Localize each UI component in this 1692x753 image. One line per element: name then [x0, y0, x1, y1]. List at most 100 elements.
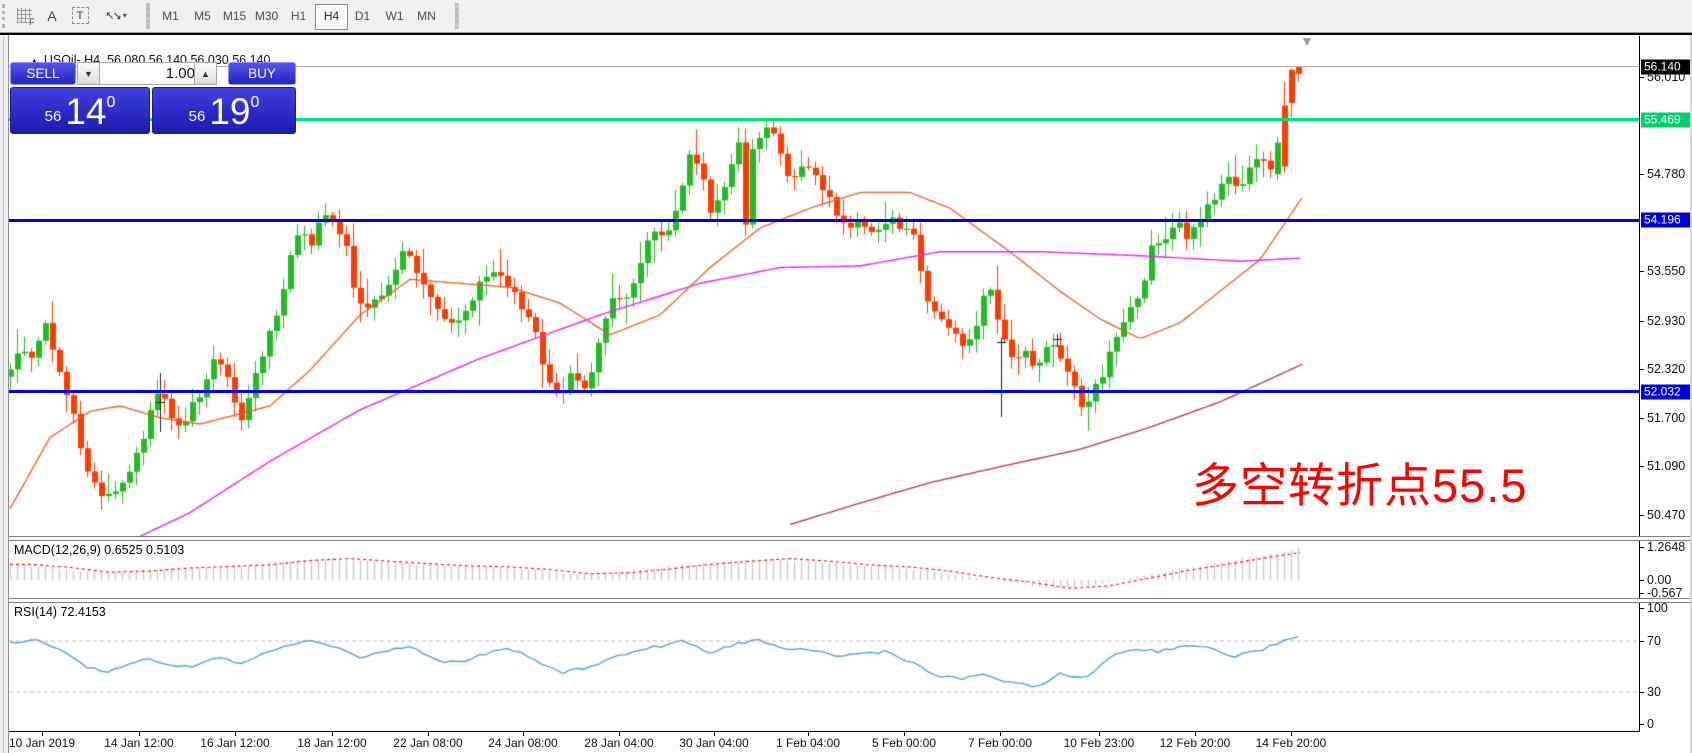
resistance-line-price-label: 55.469 [1641, 112, 1692, 128]
toolbar-separator-2 [455, 3, 459, 29]
text-t-icon: T [71, 7, 89, 24]
axis-tick-label: 70 [1647, 634, 1661, 648]
chevron-down-icon: ▾ [122, 11, 127, 20]
draw-tools-button[interactable]: ↖↘ ▾ [96, 3, 136, 28]
axis-tick-label: 51.700 [1647, 410, 1686, 425]
volume-increase-button[interactable]: ▲ [194, 62, 217, 85]
chart-window-top-border [0, 33, 1692, 35]
date-tick [42, 732, 43, 736]
axis-tick-label: 51.090 [1647, 458, 1686, 473]
date-tick [904, 732, 905, 736]
axis-tick [1639, 77, 1644, 78]
macd-panel-resize-handle[interactable] [9, 536, 1692, 541]
current-price-line [9, 66, 1639, 68]
date-label: 24 Jan 08:00 [488, 736, 558, 750]
text-label-button[interactable]: T [66, 3, 94, 28]
date-tick [1195, 732, 1196, 736]
font-a-icon: A [47, 7, 57, 24]
axis-tick [1639, 515, 1644, 516]
date-label: 10 Jan 2019 [8, 736, 76, 750]
buy-button[interactable]: BUY [228, 62, 296, 85]
tf-button-M30[interactable]: M30 [254, 9, 279, 23]
date-label: 16 Jan 12:00 [200, 736, 270, 750]
axis-tick-label: 30 [1647, 685, 1661, 699]
date-label: 10 Feb 23:00 [1063, 736, 1135, 750]
resistance-line[interactable] [9, 118, 1639, 122]
axis-tick-label: -0.567 [1647, 586, 1683, 600]
support-line-1[interactable] [9, 218, 1639, 222]
volume-input[interactable] [99, 62, 202, 85]
panel-collapse-icon[interactable]: ▲ [29, 56, 39, 66]
axis-tick [1639, 641, 1644, 642]
rsi-label: RSI(14) 72.4153 [14, 605, 106, 619]
axis-tick [1639, 608, 1644, 609]
arrows-icon: ↖↘ [105, 10, 122, 22]
date-label: 12 Feb 20:00 [1159, 736, 1231, 750]
axis-tick [1639, 692, 1644, 693]
axis-tick [1639, 466, 1644, 467]
axis-tick-label: 52.930 [1647, 313, 1686, 328]
axis-tick [1639, 418, 1644, 419]
toolbar-separator [146, 3, 150, 29]
rsi-panel-resize-handle[interactable] [9, 598, 1692, 603]
axis-tick-label: 54.780 [1647, 167, 1686, 182]
spinner-up-icon: ▲ [201, 68, 210, 79]
axis-tick [1639, 271, 1644, 272]
date-label: 1 Feb 04:00 [775, 736, 841, 750]
grid-f-icon: F [16, 8, 35, 27]
date-label: 5 Feb 00:00 [871, 736, 937, 750]
price-axis-line [1639, 36, 1640, 732]
tf-button-H1[interactable]: H1 [290, 9, 307, 23]
date-label: 14 Feb 20:00 [1255, 736, 1327, 750]
support-line-2-price-label: 52.032 [1641, 384, 1692, 399]
tf-button-H4[interactable]: H4 [315, 4, 348, 30]
date-tick [428, 732, 429, 736]
window-frame-right [1690, 35, 1692, 753]
axis-tick [1639, 724, 1644, 725]
date-tick [332, 732, 333, 736]
current-price-line-price-label: 56.140 [1641, 59, 1692, 75]
axis-tick-label: 100 [1647, 601, 1668, 615]
date-tick [235, 732, 236, 736]
scroll-to-end-icon: ▼ [1300, 33, 1314, 49]
tf-button-MN[interactable]: MN [417, 9, 436, 23]
tf-button-M5[interactable]: M5 [194, 9, 211, 23]
axis-tick-label: 0 [1647, 717, 1654, 731]
axis-tick-label: 53.550 [1647, 264, 1686, 279]
spinner-down-icon: ▼ [84, 68, 93, 79]
axis-tick [1639, 547, 1644, 548]
date-tick [1099, 732, 1100, 736]
date-label: 22 Jan 08:00 [393, 736, 463, 750]
tf-button-M15[interactable]: M15 [222, 9, 247, 23]
chart-annotation[interactable]: 多空转折点55.5 [1192, 459, 1528, 512]
tf-button-D1[interactable]: D1 [354, 9, 371, 23]
support-line-1-price-label: 54.196 [1641, 212, 1692, 228]
axis-tick [1639, 580, 1644, 581]
date-label: 30 Jan 04:00 [679, 736, 749, 750]
font-button[interactable]: A [38, 3, 66, 28]
toolbar-grip[interactable] [2, 4, 9, 28]
toolbar: F A T ↖↘ ▾ M1 M5 M15 M30 H1 H4 D1 W1 MN [0, 0, 1692, 33]
indicators-grid-button[interactable]: F [10, 3, 38, 28]
tf-button-M1[interactable]: M1 [162, 9, 179, 23]
support-line-2[interactable] [9, 390, 1639, 393]
axis-tick-label: 0.00 [1647, 573, 1672, 587]
macd-label: MACD(12,26,9) 0.6525 0.5103 [14, 543, 185, 557]
axis-tick-label: 50.470 [1647, 507, 1686, 522]
sell-button[interactable]: SELL [10, 62, 76, 85]
time-axis-line [9, 731, 1640, 732]
date-label: 7 Feb 00:00 [967, 736, 1033, 750]
axis-tick [1639, 174, 1644, 175]
window-frame-left [0, 35, 9, 753]
axis-tick [1639, 369, 1644, 370]
buy-price-box[interactable]: 56 19 0 [152, 87, 296, 134]
date-tick [1000, 732, 1001, 736]
date-label: 18 Jan 12:00 [297, 736, 367, 750]
date-tick [523, 732, 524, 736]
date-tick [714, 732, 715, 736]
tf-button-W1[interactable]: W1 [385, 9, 404, 23]
volume-decrease-button[interactable]: ▼ [77, 62, 100, 85]
axis-tick-label: 1.2648 [1647, 539, 1686, 554]
sell-price-box[interactable]: 56 14 0 [10, 87, 150, 134]
